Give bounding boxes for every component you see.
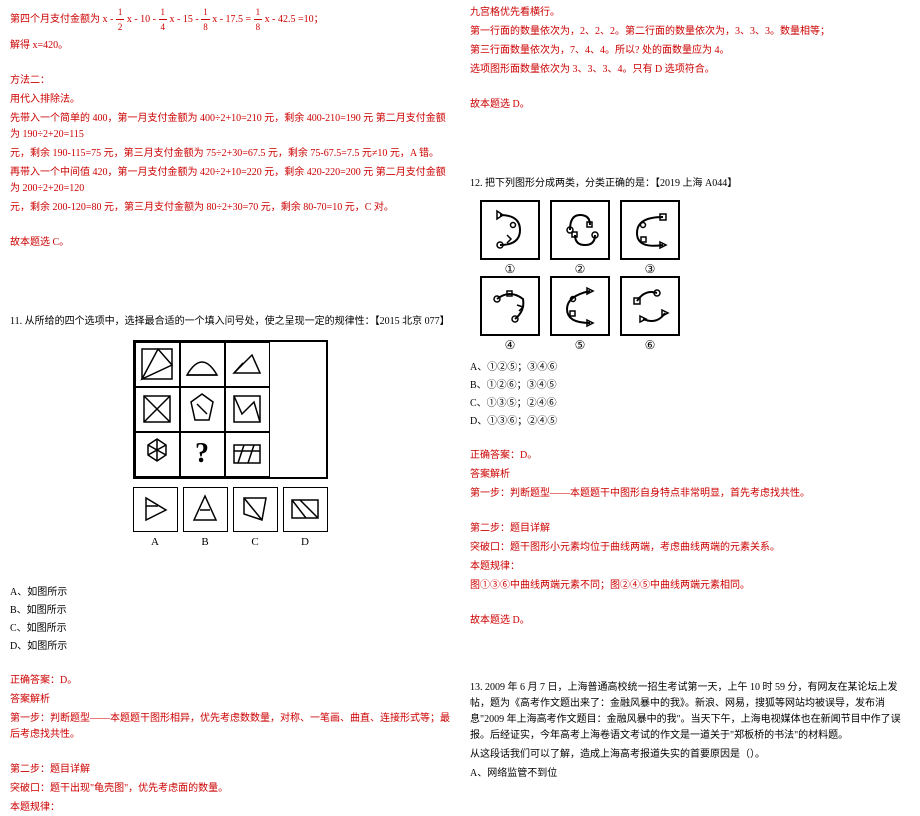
- q12-label-3: ③: [620, 260, 680, 276]
- q12-label-2: ②: [550, 260, 610, 276]
- formula-intro: 第四个月支付金额为: [10, 14, 100, 25]
- q11-grid: ?: [133, 340, 328, 479]
- q12-label-4: ④: [480, 336, 540, 352]
- q12-options: A、①②⑤；③④⑥ B、①②⑥；③④⑤ C、①③⑤；②④⑥ D、①③⑥；②④⑤: [470, 360, 910, 430]
- answer-b-cell: [183, 487, 228, 532]
- q11-opt-a: A、如图所示: [10, 585, 450, 601]
- grid-cell-3: [225, 342, 270, 387]
- q12-opt-d: D、①③⑥；②④⑤: [470, 414, 910, 430]
- q12-step2-content: 突破口：题干图形小元素均位于曲线两端，考虑曲线两端的元素关系。: [470, 540, 910, 556]
- conclusion-1: 故本题选 C。: [10, 235, 450, 251]
- r-line2: 第一行面的数量依次为，2、2、2。第二行面的数量依次为，3、3、3。数量相等；: [470, 24, 910, 40]
- q11-opt-b: B、如图所示: [10, 603, 450, 619]
- grid-cell-6: [225, 387, 270, 432]
- q12-step1: 第一步：判断题型——本题题干中图形自身特点非常明显，首先考虑找共性。: [470, 486, 910, 502]
- method2-line4: 元，剩余 200-120=80 元，第三月支付金额为 80÷2+30=70 元，…: [10, 200, 450, 216]
- q12-analysis: 答案解析: [470, 467, 910, 483]
- grid-cell-8: ?: [180, 432, 225, 477]
- q11-rule: 本题规律：: [10, 800, 450, 816]
- question-mark: ?: [195, 432, 209, 477]
- solve-result: 解得 x=420。: [10, 38, 450, 54]
- q11-figure: ? A: [10, 340, 450, 552]
- method2-line2: 元，剩余 190-115=75 元，第三月支付金额为 75÷2+30=67.5 …: [10, 146, 450, 162]
- q12-cell-3: [620, 200, 680, 260]
- q12-opt-a: A、①②⑤；③④⑥: [470, 360, 910, 376]
- q13-title: 13. 2009 年 6 月 7 日，上海普通高校统一招生考试第一天，上午 10…: [470, 680, 910, 744]
- grid-cell-4: [135, 387, 180, 432]
- method2-sub: 用代入排除法。: [10, 92, 450, 108]
- formula-line: 第四个月支付金额为 x - 12 x - 10 - 14 x - 15 - 18…: [10, 5, 450, 35]
- r-line1: 九宫格优先看横行。: [470, 5, 910, 21]
- label-a: A: [133, 534, 178, 552]
- q11-options: A、如图所示 B、如图所示 C、如图所示 D、如图所示: [10, 585, 450, 655]
- grid-cell-2: [180, 342, 225, 387]
- q12-opt-c: C、①③⑤；②④⑥: [470, 396, 910, 412]
- method2-line3: 再带入一个中间值 420，第一月支付金额为 420÷2+10=220 元，剩余 …: [10, 165, 450, 197]
- q11-step2-title: 第二步：题目详解: [10, 762, 450, 778]
- q12-rule-content: 图①③⑥中曲线两端元素不同；图②④⑤中曲线两端元素相同。: [470, 578, 910, 594]
- q12-figure: ① ② ③ ④ ⑤ ⑥: [480, 200, 910, 352]
- q12-cell-2: [550, 200, 610, 260]
- q12-step2-title: 第二步：题目详解: [470, 521, 910, 537]
- q12-opt-b: B、①②⑥；③④⑤: [470, 378, 910, 394]
- q12-title: 12. 把下列图形分成两类，分类正确的是：【2019 上海 A044】: [470, 176, 910, 192]
- q12-label-5: ⑤: [550, 336, 610, 352]
- formula-end: =10；: [298, 14, 324, 25]
- r-line4: 选项图形面数量依次为 3、3、3、4。只有 D 选项符合。: [470, 62, 910, 78]
- q13-sub: 从这段话我们可以了解，造成上海高考报道失实的首要原因是（）。: [470, 747, 910, 763]
- q11-answer: 正确答案：D。: [10, 673, 450, 689]
- q12-rule-title: 本题规律：: [470, 559, 910, 575]
- method2-title: 方法二：: [10, 73, 450, 89]
- q11-step1: 第一步：判断题型——本题题干图形相异，优先考虑数数量，对称、一笔画、曲直、连接形…: [10, 711, 450, 743]
- answer-c-cell: [233, 487, 278, 532]
- label-c: C: [233, 534, 278, 552]
- label-b: B: [183, 534, 228, 552]
- q11-answer-row: [133, 487, 328, 532]
- answer-labels: A B C D: [133, 532, 328, 552]
- left-column: 第四个月支付金额为 x - 12 x - 10 - 14 x - 15 - 18…: [0, 0, 460, 651]
- q11-opt-c: C、如图所示: [10, 621, 450, 637]
- grid-cell-1: [135, 342, 180, 387]
- method2-line1: 先带入一个简单的 400，第一月支付金额为 400÷2+10=210 元，剩余 …: [10, 111, 450, 143]
- q12-cell-1: [480, 200, 540, 260]
- q11-opt-d: D、如图所示: [10, 639, 450, 655]
- q12-label-1: ①: [480, 260, 540, 276]
- grid-cell-5: [180, 387, 225, 432]
- q11-figure-inner: ? A: [133, 340, 328, 552]
- answer-a-cell: [133, 487, 178, 532]
- right-column: 九宫格优先看横行。 第一行面的数量依次为，2、2、2。第二行面的数量依次为，3、…: [460, 0, 920, 651]
- q12-conclusion: 故本题选 D。: [470, 613, 910, 629]
- q11-step2-content: 突破口：题干出现"龟壳图"，优先考虑面的数量。: [10, 781, 450, 797]
- q12-label-6: ⑥: [620, 336, 680, 352]
- label-d: D: [283, 534, 328, 552]
- r-conclusion2: 故本题选 D。: [470, 97, 910, 113]
- grid-cell-9: [225, 432, 270, 477]
- grid-cell-7: [135, 432, 180, 477]
- answer-d-cell: [283, 487, 328, 532]
- formula-main: x - 12 x - 10 - 14 x - 15 - 18 x - 17.5 …: [103, 14, 296, 25]
- q12-cell-6: [620, 276, 680, 336]
- q12-cell-4: [480, 276, 540, 336]
- q11-analysis: 答案解析: [10, 692, 450, 708]
- q11-title: 11. 从所给的四个选项中，选择最合适的一个填入问号处，使之呈现一定的规律性：【…: [10, 314, 450, 330]
- r-line3: 第三行面数量依次为，7、4、4。所以? 处的面数量应为 4。: [470, 43, 910, 59]
- q13-opt-a: A、网络监管不到位: [470, 766, 910, 782]
- q12-cell-5: [550, 276, 610, 336]
- q12-answer: 正确答案：D。: [470, 448, 910, 464]
